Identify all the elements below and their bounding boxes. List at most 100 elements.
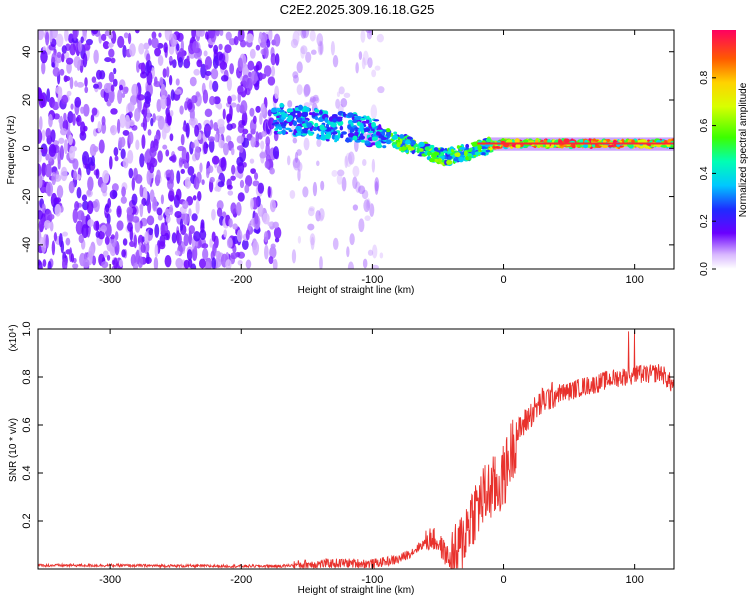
spectrogram-noise-blob bbox=[267, 185, 271, 198]
spectrogram-noise-blob bbox=[196, 59, 203, 68]
x-tick-label: 0 bbox=[500, 574, 506, 586]
ridge-blob bbox=[385, 139, 392, 145]
spectrogram-noise-blob bbox=[254, 212, 259, 225]
spectrogram-noise-blob bbox=[70, 103, 74, 110]
spectrogram-noise-blob bbox=[297, 30, 302, 36]
snr-frame bbox=[37, 328, 675, 570]
spectrogram-blobs bbox=[38, 30, 674, 269]
ridge-blob bbox=[306, 130, 311, 135]
spectrogram-noise-blob bbox=[195, 199, 200, 215]
spectrogram-noise-blob bbox=[60, 166, 68, 182]
spectrogram-noise-blob bbox=[226, 123, 233, 131]
spectrogram-noise-blob bbox=[222, 108, 226, 120]
spectrogram-noise-blob bbox=[165, 169, 172, 178]
spectrogram-noise-blob bbox=[263, 46, 269, 59]
ridge-blob bbox=[382, 145, 387, 149]
spectrogram-noise-blob bbox=[140, 71, 148, 79]
ridge-blob bbox=[354, 131, 359, 136]
spectrogram-noise-blob bbox=[72, 30, 78, 41]
spectrogram-noise-blob bbox=[309, 233, 316, 246]
x-tick-label: 0 bbox=[500, 274, 506, 286]
spectrogram-noise-blob bbox=[275, 53, 280, 66]
spectrogram-noise-blob bbox=[113, 67, 117, 75]
x-tick-label: -200 bbox=[230, 574, 252, 586]
ridge-blob bbox=[582, 144, 589, 149]
spectrogram-noise-blob bbox=[230, 202, 237, 215]
spectrogram-noise-blob bbox=[133, 262, 139, 269]
spectrogram-noise-blob bbox=[80, 36, 84, 44]
spectrogram-noise-blob bbox=[192, 195, 197, 201]
spectrogram-noise-blob bbox=[106, 254, 111, 261]
spectrogram-noise-blob bbox=[61, 52, 65, 63]
spectrogram-noise-blob bbox=[272, 146, 280, 160]
ridge-blob bbox=[579, 139, 584, 143]
x-tick-label: 100 bbox=[625, 574, 643, 586]
colorbar: 0.0 0.2 0.4 0.6 0.8 Normalized spectral ampl… bbox=[699, 30, 749, 276]
spectrogram-noise-blob bbox=[165, 214, 171, 224]
spectrogram-noise-blob bbox=[207, 136, 216, 142]
spectrogram-noise-blob bbox=[193, 245, 198, 261]
spectrogram-noise-blob bbox=[259, 73, 267, 80]
spectrogram-noise-blob bbox=[237, 85, 244, 95]
spectrogram-noise-blob bbox=[223, 229, 228, 238]
spectrogram-noise-blob bbox=[149, 147, 157, 158]
spectrogram-noise-blob bbox=[208, 165, 214, 173]
colorbar-tick-label: 0.6 bbox=[699, 118, 710, 132]
spectrogram-noise-blob bbox=[185, 122, 190, 138]
ridge-blob bbox=[485, 149, 491, 153]
spectrogram-noise-blob bbox=[142, 116, 148, 131]
spectrogram-noise-blob bbox=[184, 100, 188, 111]
spectrogram-noise-blob bbox=[245, 259, 252, 269]
ridge-blob bbox=[347, 132, 355, 137]
spectrogram-noise-blob bbox=[239, 179, 245, 189]
spectrogram-noise-blob bbox=[133, 234, 138, 249]
spectrogram-noise-blob bbox=[257, 182, 265, 194]
spectrogram-noise-blob bbox=[307, 223, 315, 231]
spectrogram-noise-blob bbox=[220, 75, 229, 82]
spectrogram-noise-blob bbox=[49, 30, 53, 43]
spectrogram-noise-blob bbox=[297, 235, 302, 244]
spectrogram-noise-blob bbox=[362, 158, 367, 167]
spectrogram-noise-blob bbox=[80, 106, 85, 114]
spectrogram-noise-blob bbox=[87, 219, 95, 227]
ridge-blob bbox=[450, 148, 455, 153]
snr-y-ticks: 0.2 0.4 0.6 0.8 1.0 bbox=[21, 321, 674, 529]
ridge-blob bbox=[660, 144, 668, 148]
spectrogram-noise-blob bbox=[273, 33, 281, 47]
ridge-blob bbox=[409, 139, 417, 146]
spectrogram-noise-blob bbox=[377, 86, 385, 94]
spectrogram-noise-blob bbox=[53, 231, 58, 242]
spectrogram-noise-blob bbox=[169, 133, 174, 142]
spectrogram-noise-blob bbox=[270, 243, 276, 249]
spectrogram-noise-blob bbox=[260, 103, 266, 115]
spectrogram-noise-blob bbox=[187, 180, 192, 187]
spectrogram-noise-blob bbox=[156, 169, 161, 181]
ridge-blob bbox=[522, 139, 529, 143]
spectrogram-noise-blob bbox=[164, 30, 173, 41]
spectrogram-noise-blob bbox=[139, 153, 145, 168]
spectrogram-noise-blob bbox=[92, 146, 99, 153]
spectrogram-noise-blob bbox=[244, 175, 253, 187]
spectrogram-noise-blob bbox=[164, 232, 170, 241]
spectrogram-noise-blob bbox=[61, 45, 67, 54]
spectrogram-noise-blob bbox=[38, 175, 43, 189]
colorbar-gradient bbox=[712, 30, 736, 269]
spectrogram-noise-blob bbox=[51, 171, 57, 186]
spectrogram-noise-blob bbox=[271, 65, 276, 78]
spectrogram-noise-blob bbox=[98, 139, 105, 154]
spectrogram-noise-blob bbox=[72, 158, 79, 170]
ridge-blob bbox=[339, 125, 344, 131]
spectrogram-noise-blob bbox=[188, 225, 195, 235]
spectrogram-noise-blob bbox=[101, 261, 109, 269]
spectrogram-noise-blob bbox=[146, 59, 152, 74]
spectrogram-noise-blob bbox=[176, 232, 182, 246]
ridge-blob bbox=[396, 142, 401, 148]
spectrogram-noise-blob bbox=[114, 155, 119, 162]
spectrogram-noise-blob bbox=[193, 52, 200, 59]
spectrogram-noise-blob bbox=[208, 80, 213, 91]
ridge-blob bbox=[399, 134, 405, 139]
spectrogram-noise-blob bbox=[113, 147, 119, 157]
ridge-blob bbox=[602, 140, 607, 143]
spectrogram-noise-blob bbox=[40, 186, 48, 193]
